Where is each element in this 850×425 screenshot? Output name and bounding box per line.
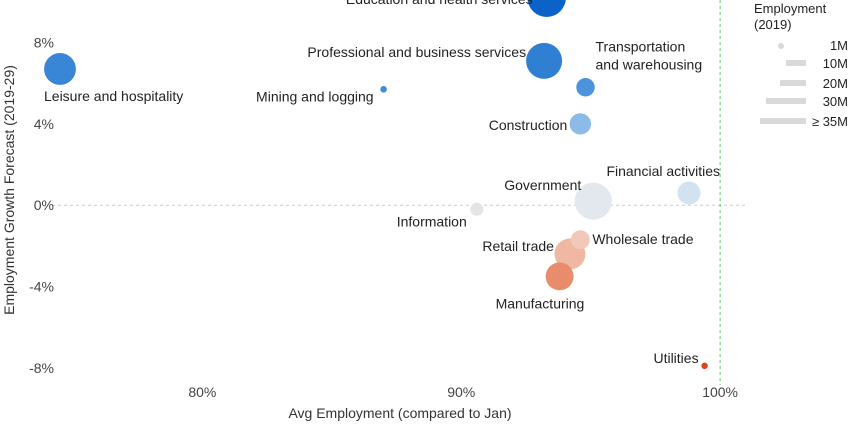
y-axis-ticks: 8% 4% 0% -4% -8% (29, 35, 54, 376)
x-tick-label: 100% (702, 384, 738, 400)
bubble-label-mining-and-logging: Mining and logging (256, 88, 374, 104)
bubble-labels: Education and health services Professiona… (44, 0, 720, 366)
bubble-mining-and-logging (380, 86, 387, 93)
y-tick-label: -4% (29, 279, 54, 295)
legend-marker (780, 80, 806, 86)
legend-marker (760, 118, 806, 124)
legend-title: Employment (754, 1, 827, 16)
x-axis-ticks: 80% 90% 100% (188, 384, 738, 400)
bubble-professional-and-business-services (526, 42, 563, 79)
legend-label: 30M (823, 94, 848, 109)
legend-marker (778, 43, 784, 49)
legend-title: (2019) (754, 17, 792, 32)
x-tick-label: 90% (447, 384, 475, 400)
y-tick-label: 0% (34, 197, 54, 213)
y-tick-label: -8% (29, 360, 54, 376)
bubble-label-education-and-health-services: Education and health services (346, 0, 533, 7)
bubble-label-wholesale-trade: Wholesale trade (592, 231, 693, 247)
x-tick-label: 80% (188, 384, 216, 400)
bubble-utilities (701, 362, 708, 370)
bubble-label-financial-activities: Financial activities (606, 163, 720, 179)
bubble-leisure-and-hospitality (44, 53, 76, 85)
x-axis-label: Avg Employment (compared to Jan) (288, 405, 511, 421)
y-axis-label: Employment Growth Forecast (2019-29) (1, 65, 17, 315)
bubbles (44, 0, 708, 370)
legend-marker (786, 60, 806, 66)
bubble-education-and-health-services (527, 0, 566, 18)
bubble-information (470, 202, 484, 216)
bubble-construction (569, 113, 592, 135)
bubble-label-leisure-and-hospitality: Leisure and hospitality (44, 88, 183, 104)
legend-label: ≥ 35M (812, 114, 848, 129)
legend-marker (766, 98, 806, 104)
bubble-label-government: Government (504, 177, 581, 193)
bubble-label-construction: Construction (489, 117, 568, 133)
bubble-label-transportation-and-warehousing: Transportation and warehousing (596, 38, 703, 72)
bubble-government (574, 182, 612, 220)
bubble-manufacturing (545, 262, 574, 291)
legend: Employment(2019) 1M 10M 20M 30M ≥ 35M (754, 1, 848, 129)
bubble-wholesale-trade (570, 230, 590, 250)
bubble-label-utilities: Utilities (653, 350, 698, 366)
bubble-transportation-and-warehousing (576, 78, 595, 97)
bubble-label-professional-and-business-services: Professional and business services (307, 44, 526, 60)
bubble-label-manufacturing: Manufacturing (496, 295, 585, 311)
y-tick-label: 4% (34, 116, 54, 132)
legend-label: 1M (830, 38, 848, 53)
bubble-financial-activities (677, 181, 701, 205)
y-tick-label: 8% (34, 35, 54, 51)
legend-label: 10M (823, 56, 848, 71)
bubble-label-retail-trade: Retail trade (482, 238, 554, 254)
legend-label: 20M (823, 76, 848, 91)
bubble-label-information: Information (397, 213, 467, 229)
